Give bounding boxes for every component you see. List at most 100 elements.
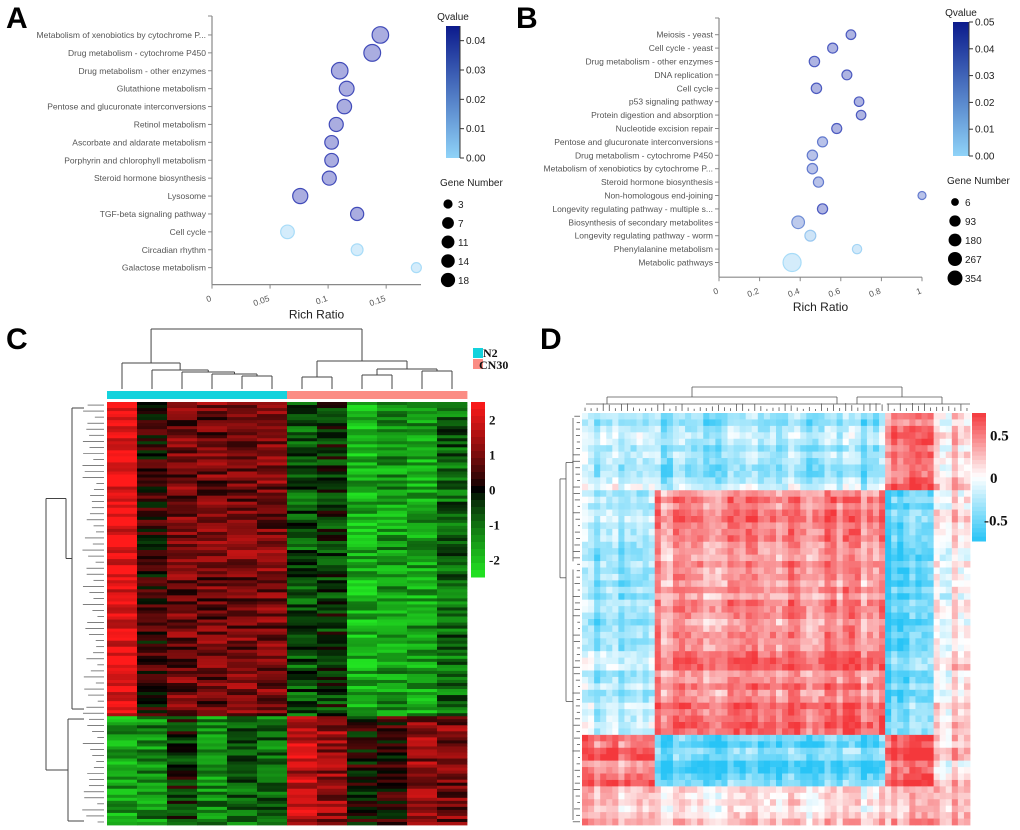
heatmap-cell bbox=[685, 425, 692, 433]
heatmap-cell bbox=[733, 561, 741, 568]
heatmap-cell bbox=[227, 794, 258, 799]
heatmap-cell bbox=[377, 643, 408, 648]
heatmap-cell bbox=[854, 670, 862, 678]
heatmap-cell bbox=[891, 580, 898, 588]
heatmap-cell bbox=[377, 815, 408, 820]
heatmap-cell bbox=[915, 413, 922, 420]
heatmap-cell bbox=[703, 425, 710, 433]
heatmap-cell bbox=[347, 722, 378, 726]
heatmap-cell bbox=[407, 800, 438, 805]
heatmap-cell bbox=[691, 509, 698, 517]
heatmap-cell bbox=[654, 606, 662, 613]
heatmap-cell bbox=[648, 554, 656, 562]
heatmap-cell bbox=[317, 483, 348, 487]
heatmap-cell bbox=[317, 453, 348, 457]
heatmap-cell bbox=[703, 516, 710, 523]
heatmap-cell bbox=[860, 483, 868, 491]
heatmap-cell bbox=[612, 516, 619, 523]
heatmap-cell bbox=[407, 631, 438, 636]
heatmap-cell bbox=[751, 651, 759, 659]
heatmap-cell bbox=[873, 606, 880, 613]
heatmap-cell bbox=[685, 561, 692, 568]
heatmap-cell bbox=[836, 689, 844, 697]
x-tick-label: 0 bbox=[712, 286, 720, 297]
heatmap-cell bbox=[137, 589, 168, 593]
heatmap-cell bbox=[957, 490, 965, 498]
heatmap-cell bbox=[107, 417, 138, 421]
heatmap-cell bbox=[167, 441, 198, 445]
heatmap-cell bbox=[167, 534, 198, 539]
heatmap-cell bbox=[963, 470, 971, 478]
heatmap-cell bbox=[167, 519, 198, 524]
heatmap-cell bbox=[197, 519, 228, 524]
heatmap-cell bbox=[606, 709, 613, 716]
heatmap-cell bbox=[227, 770, 258, 775]
heatmap-cell bbox=[697, 483, 704, 491]
heatmap-cell bbox=[927, 631, 935, 639]
bubble-point bbox=[851, 243, 863, 255]
heatmap-cell bbox=[588, 586, 595, 594]
heatmap-cell bbox=[672, 593, 680, 601]
heatmap-cell bbox=[672, 419, 680, 427]
heatmap-cell bbox=[612, 490, 619, 498]
heatmap-cell bbox=[642, 644, 650, 652]
heatmap-cell bbox=[227, 531, 258, 536]
heatmap-cell bbox=[939, 683, 947, 691]
heatmap-cell bbox=[618, 490, 625, 498]
heatmap-cell bbox=[939, 490, 947, 498]
heatmap-cell bbox=[769, 528, 777, 536]
heatmap-cell bbox=[437, 580, 468, 584]
heatmap-cell bbox=[227, 758, 258, 762]
heatmap-cell bbox=[915, 696, 922, 704]
heatmap-cell bbox=[107, 607, 138, 611]
heatmap-cell bbox=[709, 458, 716, 465]
heatmap-cell bbox=[745, 593, 753, 601]
heatmap-cell bbox=[957, 612, 965, 620]
heatmap-cell bbox=[921, 477, 928, 485]
heatmap-cell bbox=[812, 586, 819, 594]
heatmap-cell bbox=[407, 625, 438, 630]
heatmap-cell bbox=[727, 451, 734, 459]
heatmap-cell bbox=[167, 586, 198, 590]
heatmap-cell bbox=[107, 531, 138, 536]
heatmap-cell bbox=[672, 573, 680, 581]
heatmap-cell bbox=[317, 544, 348, 548]
bubble-point bbox=[810, 82, 823, 95]
heatmap-cell bbox=[666, 638, 674, 646]
heatmap-cell bbox=[830, 631, 838, 639]
heatmap-cell bbox=[727, 516, 734, 523]
heatmap-cell bbox=[588, 573, 595, 581]
heatmap-cell bbox=[672, 451, 680, 459]
heatmap-cell bbox=[891, 451, 898, 459]
heatmap-cell bbox=[167, 631, 198, 636]
heatmap-cell bbox=[957, 554, 965, 562]
heatmap-cell bbox=[347, 764, 378, 768]
heatmap-cell bbox=[606, 496, 613, 504]
heatmap-cell bbox=[167, 761, 198, 765]
heatmap-cell bbox=[437, 640, 468, 645]
heatmap-cell bbox=[437, 405, 468, 409]
heatmap-cell bbox=[897, 702, 904, 710]
heatmap-cell bbox=[437, 622, 468, 626]
heatmap-cell bbox=[685, 470, 692, 478]
heatmap-cell bbox=[317, 607, 348, 611]
heatmap-cell bbox=[257, 501, 288, 506]
heatmap-cell bbox=[612, 676, 619, 684]
heatmap-cell bbox=[407, 556, 438, 560]
heatmap-cell bbox=[317, 616, 348, 620]
heatmap-cell bbox=[854, 496, 862, 504]
heatmap-cell bbox=[227, 646, 258, 651]
heatmap-cell bbox=[860, 567, 868, 575]
heatmap-cell bbox=[257, 755, 288, 759]
heatmap-cell bbox=[137, 821, 168, 826]
heatmap-cell bbox=[437, 667, 468, 672]
heatmap-cell bbox=[197, 788, 228, 793]
heatmap-cell bbox=[317, 643, 348, 648]
heatmap-cell bbox=[654, 567, 662, 575]
heatmap-cell bbox=[287, 438, 318, 442]
heatmap-cell bbox=[642, 657, 650, 665]
heatmap-cell bbox=[137, 592, 168, 596]
heatmap-cell bbox=[842, 664, 850, 671]
heatmap-cell bbox=[903, 657, 910, 665]
heatmap-cell bbox=[377, 498, 408, 503]
